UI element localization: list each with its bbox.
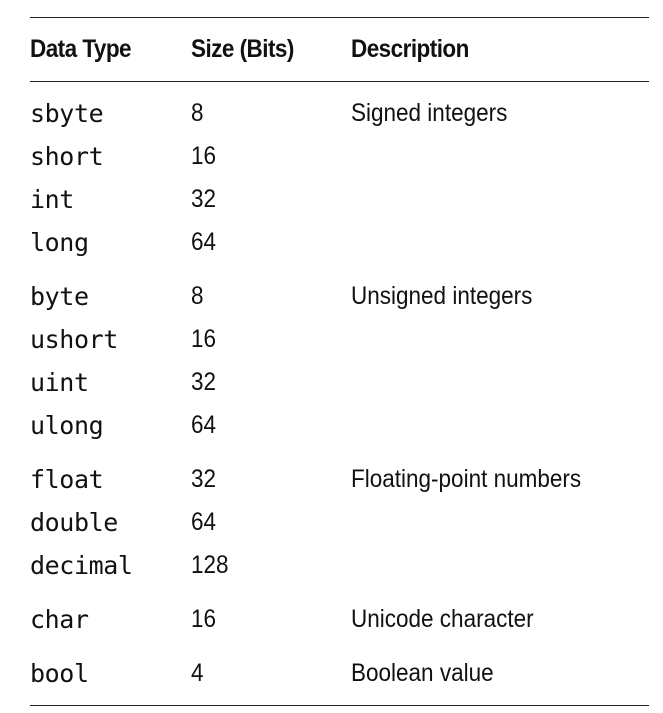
table-group: float 32 Floating-point numbers double 64 dec… <box>30 458 649 587</box>
cell-data-type: int <box>30 185 74 214</box>
table-row: char 16 Unicode character <box>30 598 649 641</box>
table-header-row: Data Type Size (Bits) Description <box>30 18 649 81</box>
cell-size-bits: 16 <box>191 325 217 353</box>
cell-data-type: double <box>30 508 118 537</box>
cell-data-type: short <box>30 142 104 171</box>
table-row: byte 8 Unsigned integers <box>30 275 649 318</box>
table-row: bool 4 Boolean value <box>30 652 649 695</box>
cell-description: Boolean value <box>351 659 494 687</box>
cell-size-bits: 64 <box>191 508 217 536</box>
table-row: long 64 <box>30 221 649 264</box>
table-top-rule <box>30 17 649 18</box>
header-data-type: Data Type <box>30 35 132 63</box>
table-row: ulong 64 <box>30 404 649 447</box>
table-group: byte 8 Unsigned integers ushort 16 uint 32 ulon… <box>30 275 649 447</box>
table-group: bool 4 Boolean value <box>30 652 649 695</box>
cell-data-type: decimal <box>30 551 133 580</box>
table-row: float 32 Floating-point numbers <box>30 458 649 501</box>
table-row: sbyte 8 Signed integers <box>30 92 649 135</box>
header-bottom-rule <box>30 81 649 82</box>
cell-description: Signed integers <box>351 99 508 127</box>
cell-data-type: bool <box>30 659 89 688</box>
table-group: char 16 Unicode character <box>30 598 649 641</box>
cell-size-bits: 8 <box>191 282 204 310</box>
table-bottom-rule <box>30 705 649 706</box>
header-description: Description <box>351 35 469 63</box>
cell-size-bits: 16 <box>191 142 217 170</box>
table-body: sbyte 8 Signed integers short 16 int 32 long 64 b… <box>30 82 649 705</box>
cell-data-type: char <box>30 605 89 634</box>
cell-description: Unicode character <box>351 605 534 633</box>
cell-size-bits: 32 <box>191 185 217 213</box>
cell-size-bits: 8 <box>191 99 204 127</box>
cell-data-type: long <box>30 228 89 257</box>
table-row: int 32 <box>30 178 649 221</box>
table-row: double 64 <box>30 501 649 544</box>
cell-size-bits: 128 <box>191 551 229 579</box>
cell-size-bits: 16 <box>191 605 217 633</box>
cell-data-type: ulong <box>30 411 104 440</box>
table-row: decimal 128 <box>30 544 649 587</box>
data-types-table: Data Type Size (Bits) Description sbyte 8… <box>30 17 649 706</box>
cell-size-bits: 4 <box>191 659 204 687</box>
cell-data-type: float <box>30 465 104 494</box>
cell-data-type: byte <box>30 282 89 311</box>
header-size-bits: Size (Bits) <box>191 35 294 63</box>
cell-data-type: uint <box>30 368 89 397</box>
table-group: sbyte 8 Signed integers short 16 int 32 long 64 <box>30 92 649 264</box>
table-row: uint 32 <box>30 361 649 404</box>
table-row: short 16 <box>30 135 649 178</box>
cell-size-bits: 64 <box>191 411 217 439</box>
table-row: ushort 16 <box>30 318 649 361</box>
cell-size-bits: 32 <box>191 465 217 493</box>
cell-size-bits: 64 <box>191 228 217 256</box>
cell-data-type: sbyte <box>30 99 104 128</box>
cell-description: Floating-point numbers <box>351 465 582 493</box>
cell-data-type: ushort <box>30 325 118 354</box>
cell-description: Unsigned integers <box>351 282 533 310</box>
cell-size-bits: 32 <box>191 368 217 396</box>
